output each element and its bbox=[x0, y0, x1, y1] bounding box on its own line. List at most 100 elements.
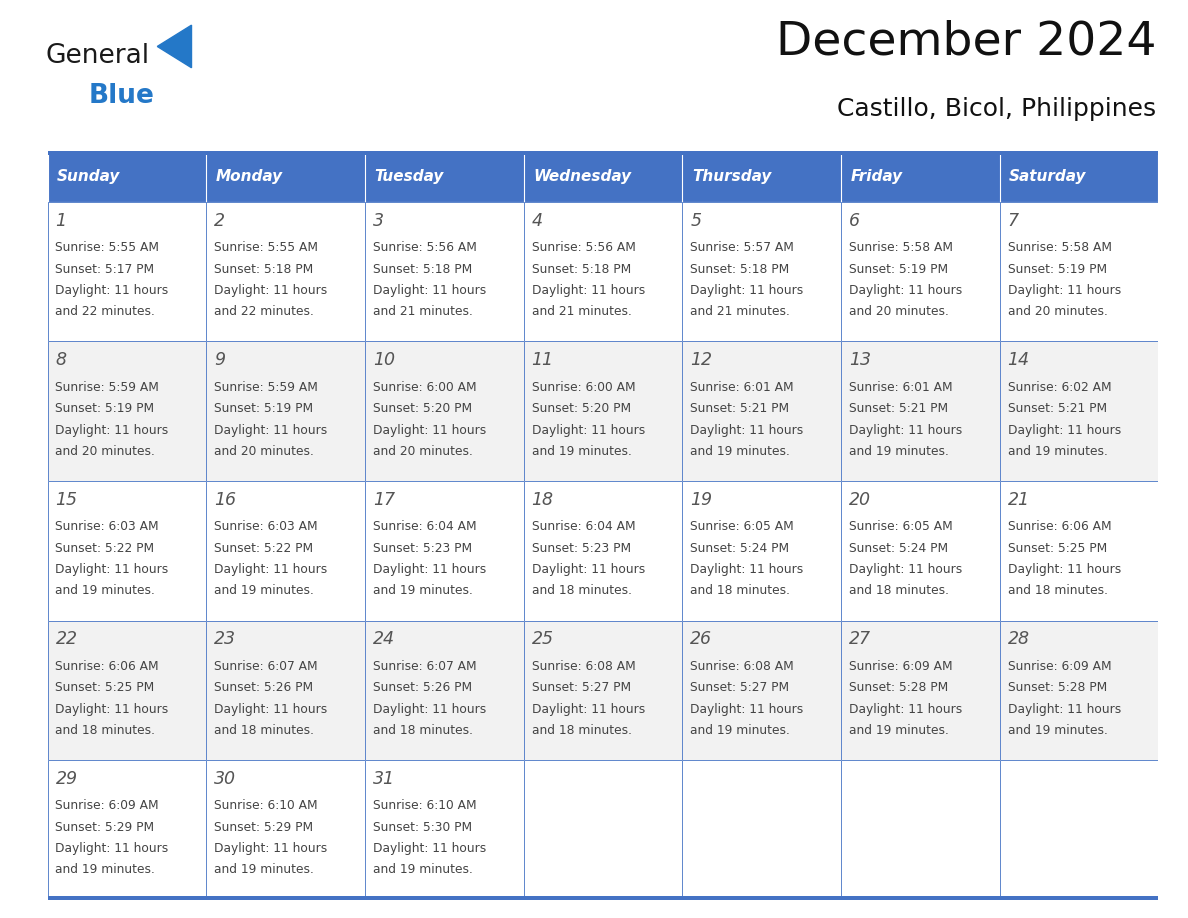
Text: Sunrise: 5:55 AM: Sunrise: 5:55 AM bbox=[56, 241, 159, 254]
Text: Daylight: 11 hours: Daylight: 11 hours bbox=[214, 285, 328, 297]
Text: 24: 24 bbox=[373, 631, 394, 648]
Text: Sunrise: 6:04 AM: Sunrise: 6:04 AM bbox=[531, 521, 636, 533]
FancyBboxPatch shape bbox=[365, 151, 524, 202]
FancyBboxPatch shape bbox=[682, 202, 841, 341]
Text: 7: 7 bbox=[1007, 212, 1018, 230]
Text: and 19 minutes.: and 19 minutes. bbox=[1007, 444, 1107, 458]
Text: Daylight: 11 hours: Daylight: 11 hours bbox=[849, 424, 962, 437]
Text: Daylight: 11 hours: Daylight: 11 hours bbox=[214, 424, 328, 437]
Text: Sunset: 5:19 PM: Sunset: 5:19 PM bbox=[849, 263, 948, 275]
Text: and 18 minutes.: and 18 minutes. bbox=[849, 584, 949, 598]
Text: Sunset: 5:24 PM: Sunset: 5:24 PM bbox=[690, 542, 789, 554]
Text: 6: 6 bbox=[849, 212, 860, 230]
Text: Sunset: 5:27 PM: Sunset: 5:27 PM bbox=[531, 681, 631, 694]
FancyBboxPatch shape bbox=[365, 481, 524, 621]
Text: Sunset: 5:19 PM: Sunset: 5:19 PM bbox=[214, 402, 314, 415]
Text: Sunrise: 5:56 AM: Sunrise: 5:56 AM bbox=[373, 241, 476, 254]
Text: Sunset: 5:19 PM: Sunset: 5:19 PM bbox=[1007, 263, 1107, 275]
FancyBboxPatch shape bbox=[48, 151, 207, 202]
Text: 22: 22 bbox=[56, 631, 77, 648]
Text: and 21 minutes.: and 21 minutes. bbox=[690, 305, 790, 319]
FancyBboxPatch shape bbox=[841, 760, 999, 900]
Text: 31: 31 bbox=[373, 770, 394, 788]
Text: 5: 5 bbox=[690, 212, 701, 230]
Text: and 19 minutes.: and 19 minutes. bbox=[531, 444, 631, 458]
Text: and 18 minutes.: and 18 minutes. bbox=[531, 723, 632, 737]
Text: 13: 13 bbox=[849, 352, 871, 369]
Text: Daylight: 11 hours: Daylight: 11 hours bbox=[373, 424, 486, 437]
FancyBboxPatch shape bbox=[524, 621, 682, 760]
FancyBboxPatch shape bbox=[524, 202, 682, 341]
Text: Daylight: 11 hours: Daylight: 11 hours bbox=[373, 564, 486, 577]
Text: Castillo, Bicol, Philippines: Castillo, Bicol, Philippines bbox=[838, 97, 1156, 121]
Text: Sunrise: 6:01 AM: Sunrise: 6:01 AM bbox=[849, 381, 953, 394]
Text: Sunrise: 6:00 AM: Sunrise: 6:00 AM bbox=[531, 381, 636, 394]
Text: 15: 15 bbox=[56, 491, 77, 509]
Text: 2: 2 bbox=[214, 212, 226, 230]
Text: and 20 minutes.: and 20 minutes. bbox=[56, 444, 156, 458]
Text: and 18 minutes.: and 18 minutes. bbox=[214, 723, 314, 737]
Text: and 20 minutes.: and 20 minutes. bbox=[849, 305, 949, 319]
FancyBboxPatch shape bbox=[841, 341, 999, 481]
Text: Sunrise: 5:58 AM: Sunrise: 5:58 AM bbox=[1007, 241, 1112, 254]
Text: 10: 10 bbox=[373, 352, 394, 369]
Text: Sunset: 5:22 PM: Sunset: 5:22 PM bbox=[214, 542, 314, 554]
FancyBboxPatch shape bbox=[48, 481, 207, 621]
Text: and 18 minutes.: and 18 minutes. bbox=[1007, 584, 1107, 598]
Text: Sunset: 5:29 PM: Sunset: 5:29 PM bbox=[214, 821, 314, 834]
Text: 28: 28 bbox=[1007, 631, 1030, 648]
Text: 29: 29 bbox=[56, 770, 77, 788]
Text: 17: 17 bbox=[373, 491, 394, 509]
Text: Blue: Blue bbox=[89, 83, 154, 108]
Text: Sunrise: 6:09 AM: Sunrise: 6:09 AM bbox=[56, 800, 159, 812]
FancyBboxPatch shape bbox=[48, 760, 207, 900]
Text: and 19 minutes.: and 19 minutes. bbox=[690, 444, 790, 458]
Text: General: General bbox=[45, 43, 150, 69]
Text: 4: 4 bbox=[531, 212, 543, 230]
Text: Sunset: 5:21 PM: Sunset: 5:21 PM bbox=[690, 402, 789, 415]
Text: Sunrise: 6:09 AM: Sunrise: 6:09 AM bbox=[1007, 660, 1111, 673]
FancyBboxPatch shape bbox=[365, 621, 524, 760]
Text: Daylight: 11 hours: Daylight: 11 hours bbox=[56, 843, 169, 856]
Text: Daylight: 11 hours: Daylight: 11 hours bbox=[56, 703, 169, 716]
Text: Sunrise: 6:07 AM: Sunrise: 6:07 AM bbox=[373, 660, 476, 673]
FancyBboxPatch shape bbox=[524, 481, 682, 621]
FancyBboxPatch shape bbox=[682, 341, 841, 481]
Text: Sunrise: 6:09 AM: Sunrise: 6:09 AM bbox=[849, 660, 953, 673]
Text: and 18 minutes.: and 18 minutes. bbox=[531, 584, 632, 598]
Text: 23: 23 bbox=[214, 631, 236, 648]
Text: Sunset: 5:23 PM: Sunset: 5:23 PM bbox=[373, 542, 472, 554]
Text: and 21 minutes.: and 21 minutes. bbox=[531, 305, 631, 319]
Text: Sunset: 5:21 PM: Sunset: 5:21 PM bbox=[849, 402, 948, 415]
Text: and 19 minutes.: and 19 minutes. bbox=[373, 863, 473, 877]
Text: Sunrise: 5:56 AM: Sunrise: 5:56 AM bbox=[531, 241, 636, 254]
Text: Sunset: 5:20 PM: Sunset: 5:20 PM bbox=[373, 402, 472, 415]
Text: Sunrise: 6:06 AM: Sunrise: 6:06 AM bbox=[1007, 521, 1111, 533]
Text: and 19 minutes.: and 19 minutes. bbox=[849, 444, 949, 458]
Text: December 2024: December 2024 bbox=[776, 20, 1156, 65]
Text: Sunrise: 6:10 AM: Sunrise: 6:10 AM bbox=[214, 800, 317, 812]
FancyBboxPatch shape bbox=[841, 621, 999, 760]
Text: Sunset: 5:18 PM: Sunset: 5:18 PM bbox=[373, 263, 472, 275]
Text: Daylight: 11 hours: Daylight: 11 hours bbox=[1007, 285, 1120, 297]
Text: 18: 18 bbox=[531, 491, 554, 509]
Text: and 21 minutes.: and 21 minutes. bbox=[373, 305, 473, 319]
Text: Tuesday: Tuesday bbox=[374, 169, 444, 185]
FancyBboxPatch shape bbox=[48, 202, 207, 341]
Text: Saturday: Saturday bbox=[1009, 169, 1087, 185]
Text: Monday: Monday bbox=[216, 169, 283, 185]
Text: and 19 minutes.: and 19 minutes. bbox=[214, 584, 314, 598]
Text: and 18 minutes.: and 18 minutes. bbox=[373, 723, 473, 737]
Text: Sunset: 5:25 PM: Sunset: 5:25 PM bbox=[1007, 542, 1107, 554]
FancyBboxPatch shape bbox=[999, 760, 1158, 900]
Text: and 20 minutes.: and 20 minutes. bbox=[214, 444, 314, 458]
Text: Sunset: 5:26 PM: Sunset: 5:26 PM bbox=[373, 681, 472, 694]
Text: Daylight: 11 hours: Daylight: 11 hours bbox=[1007, 424, 1120, 437]
Text: Thursday: Thursday bbox=[691, 169, 771, 185]
Text: Sunrise: 6:04 AM: Sunrise: 6:04 AM bbox=[373, 521, 476, 533]
Text: Sunrise: 6:03 AM: Sunrise: 6:03 AM bbox=[214, 521, 317, 533]
Text: and 22 minutes.: and 22 minutes. bbox=[214, 305, 314, 319]
Text: Sunset: 5:28 PM: Sunset: 5:28 PM bbox=[1007, 681, 1107, 694]
Text: Daylight: 11 hours: Daylight: 11 hours bbox=[531, 703, 645, 716]
Text: Sunrise: 6:08 AM: Sunrise: 6:08 AM bbox=[690, 660, 794, 673]
